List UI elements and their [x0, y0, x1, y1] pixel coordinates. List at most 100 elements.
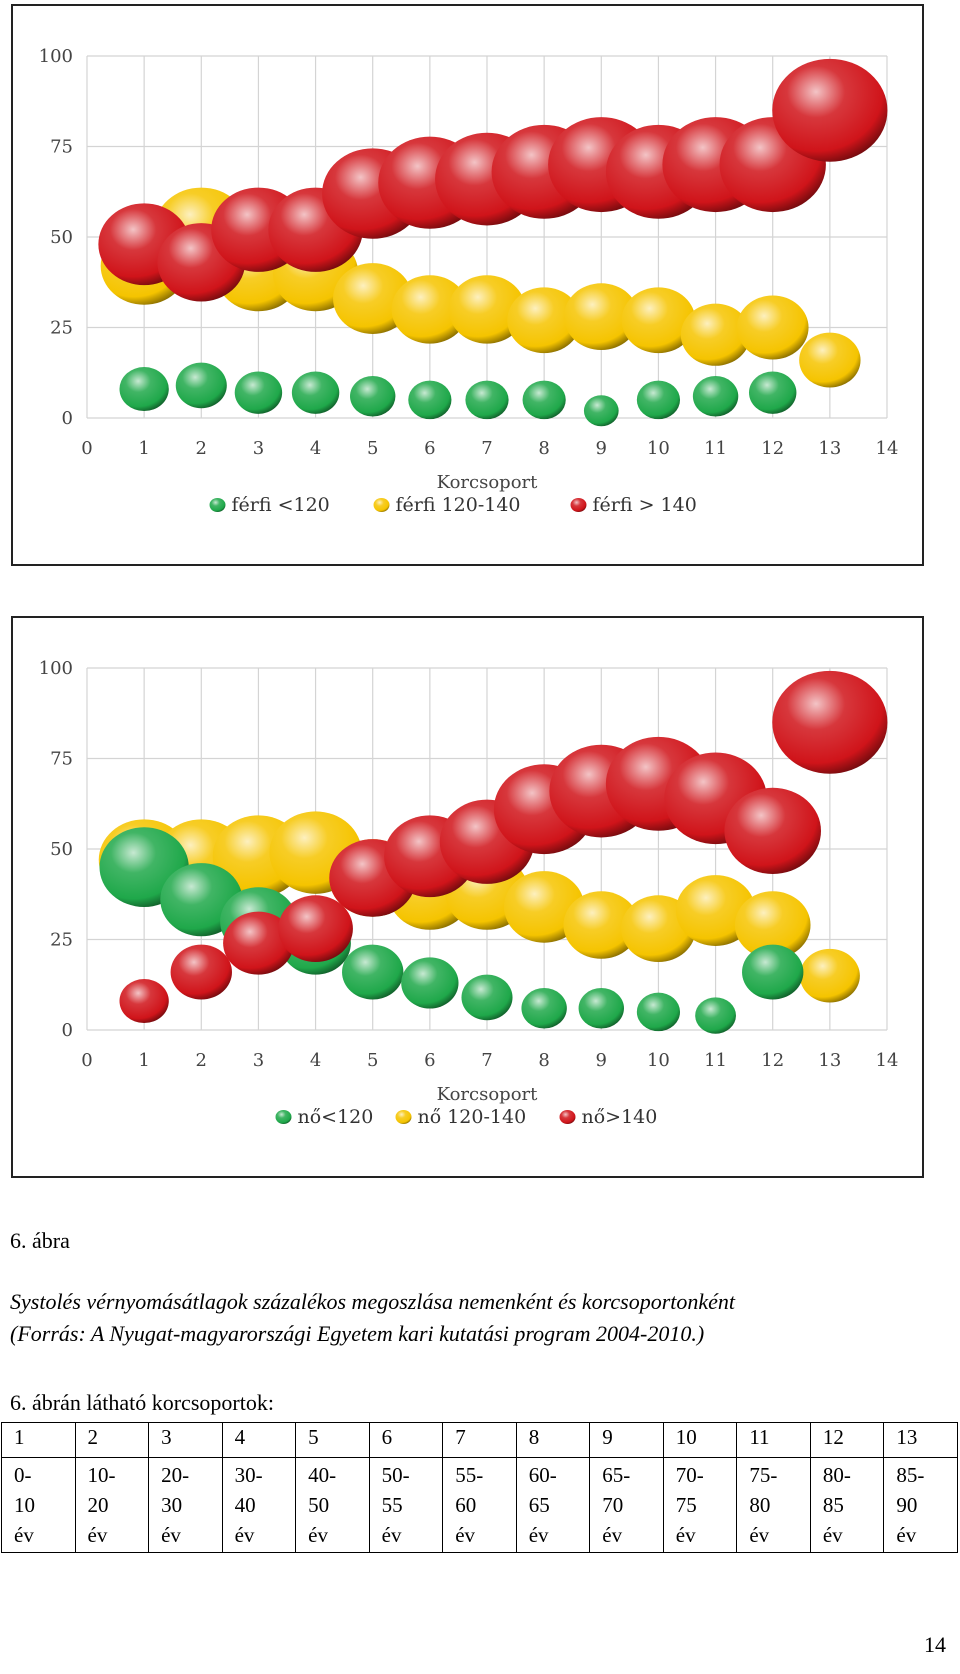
- table-age-text: 50: [308, 1493, 330, 1517]
- x-tick-label: 0: [81, 438, 92, 459]
- table-age-text: 70: [602, 1493, 624, 1517]
- table-age-cell: 85- 90 év: [883, 1457, 958, 1553]
- x-tick-label: 7: [481, 1050, 492, 1071]
- table-age-text: 65-: [602, 1463, 631, 1487]
- table-age-text: 85-: [896, 1463, 925, 1487]
- table-age-text: 30: [161, 1493, 183, 1517]
- table-age-text: 80-: [822, 1463, 851, 1487]
- table-age-text: év: [822, 1523, 843, 1547]
- table-header-cell: 9: [589, 1422, 664, 1458]
- bubble-point: [563, 283, 639, 350]
- table-age-text: 10: [14, 1493, 35, 1517]
- bubble-point: [175, 362, 227, 409]
- table-age-text: 40: [234, 1493, 256, 1517]
- bubble-point: [507, 287, 581, 354]
- y-tick-label: 100: [39, 46, 73, 67]
- table-age-text: 55: [381, 1493, 403, 1517]
- bubble-point: [749, 371, 797, 414]
- table-header-cell: 1: [1, 1422, 76, 1458]
- bubble-point: [692, 376, 739, 417]
- y-tick-label: 0: [62, 408, 73, 429]
- x-tick-label: 9: [596, 1050, 607, 1071]
- bubble-point: [772, 670, 888, 774]
- table-age-text: 75-: [749, 1463, 778, 1487]
- bubble-point: [391, 275, 469, 344]
- bubble-point: [734, 891, 811, 959]
- table-age-text: év: [602, 1523, 623, 1547]
- legend-label: nő<120: [298, 1106, 374, 1128]
- x-tick-label: 4: [310, 1050, 321, 1071]
- figure-caption: Systolés vérnyomásátlagok százalékos meg…: [10, 1286, 735, 1350]
- bubble-point: [742, 944, 804, 1000]
- x-tick-label: 6: [424, 1050, 435, 1071]
- bubble-point: [342, 944, 404, 1000]
- x-tick-label: 12: [761, 438, 784, 459]
- table-header-cell: 8: [515, 1422, 591, 1458]
- table-age-text: 90: [896, 1493, 918, 1517]
- bubble-chart-svg: 0 1 2 3 4 5 6 7 8 9 10 11 12 13 140255075100Korcsoport…: [39, 46, 899, 516]
- x-tick-label: 10: [647, 438, 670, 459]
- x-tick-label: 13: [818, 438, 841, 459]
- legend-marker: [373, 498, 390, 512]
- table-age-text: 40-: [308, 1463, 337, 1487]
- bubble-point: [234, 371, 283, 414]
- table-age-cell: 40- 50 év: [295, 1457, 370, 1553]
- table-age-cell: 20- 30 év: [148, 1457, 223, 1553]
- table-age-text: év: [87, 1523, 108, 1547]
- bubble-point: [636, 380, 681, 420]
- bubble-point: [461, 974, 513, 1021]
- x-axis-title: Korcsoport: [437, 1084, 539, 1105]
- table-age-cell: 70- 75 év: [662, 1457, 738, 1553]
- table-age-text: év: [749, 1523, 770, 1547]
- bubble-point: [724, 787, 822, 875]
- bubble-point: [799, 332, 861, 388]
- table-header-cell: 2: [74, 1422, 150, 1458]
- table-age-text: 0-: [14, 1463, 32, 1487]
- table-age-text: 20-: [161, 1463, 190, 1487]
- table-age-text: 80: [749, 1493, 771, 1517]
- bubble-point: [408, 380, 452, 420]
- bubble-point: [695, 997, 736, 1034]
- table-age-cell: 0- 10 év: [1, 1457, 76, 1553]
- bubble-point: [448, 275, 526, 344]
- table-age-text: év: [455, 1523, 476, 1547]
- x-tick-label: 14: [876, 438, 899, 459]
- table-header-cell: 6: [368, 1422, 444, 1458]
- x-tick-label: 7: [481, 438, 492, 459]
- table-header-cell: 11: [736, 1422, 811, 1458]
- legend-label: nő 120-140: [418, 1106, 527, 1128]
- table-age-cell: 55- 60 év: [442, 1457, 517, 1553]
- table-age-text: év: [308, 1523, 328, 1547]
- bubble-point: [583, 395, 619, 427]
- x-tick-label: 6: [424, 438, 435, 459]
- x-tick-label: 4: [310, 438, 321, 459]
- legend-marker: [570, 498, 587, 512]
- x-tick-label: 8: [538, 1050, 549, 1071]
- chart-male: 0 1 2 3 4 5 6 7 8 9 10 11 12 13 14 0 25 50 75 100 Korcsoport…: [11, 4, 924, 566]
- bubble-point: [465, 380, 509, 420]
- x-tick-label: 1: [138, 1050, 149, 1071]
- bubble-point: [799, 948, 860, 1003]
- legend-marker: [275, 1110, 292, 1124]
- bubble-point: [636, 992, 681, 1032]
- x-tick-label: 11: [704, 1050, 727, 1071]
- legend-marker: [395, 1110, 412, 1124]
- x-tick-label: 3: [253, 1050, 264, 1071]
- x-tick-label: 12: [761, 1050, 784, 1071]
- legend-label: férfi > 140: [593, 494, 697, 516]
- table-age-text: 75: [675, 1493, 697, 1517]
- x-axis-title: Korcsoport: [437, 472, 539, 493]
- table-age-cell: 75- 80 év: [736, 1457, 811, 1553]
- legend-marker: [209, 498, 226, 512]
- x-tick-label: 8: [538, 438, 549, 459]
- x-tick-label: 13: [818, 1050, 841, 1071]
- bubble-point: [621, 287, 696, 354]
- table-age-cell: 60- 65 év: [515, 1457, 591, 1553]
- bubble-point: [291, 371, 340, 414]
- table-age-text: év: [234, 1523, 255, 1547]
- bubble-point: [563, 891, 640, 959]
- bubble-point: [350, 376, 396, 417]
- bubble-point: [401, 957, 459, 1009]
- table-age-text: év: [381, 1523, 402, 1547]
- table-age-text: 30-: [234, 1463, 263, 1487]
